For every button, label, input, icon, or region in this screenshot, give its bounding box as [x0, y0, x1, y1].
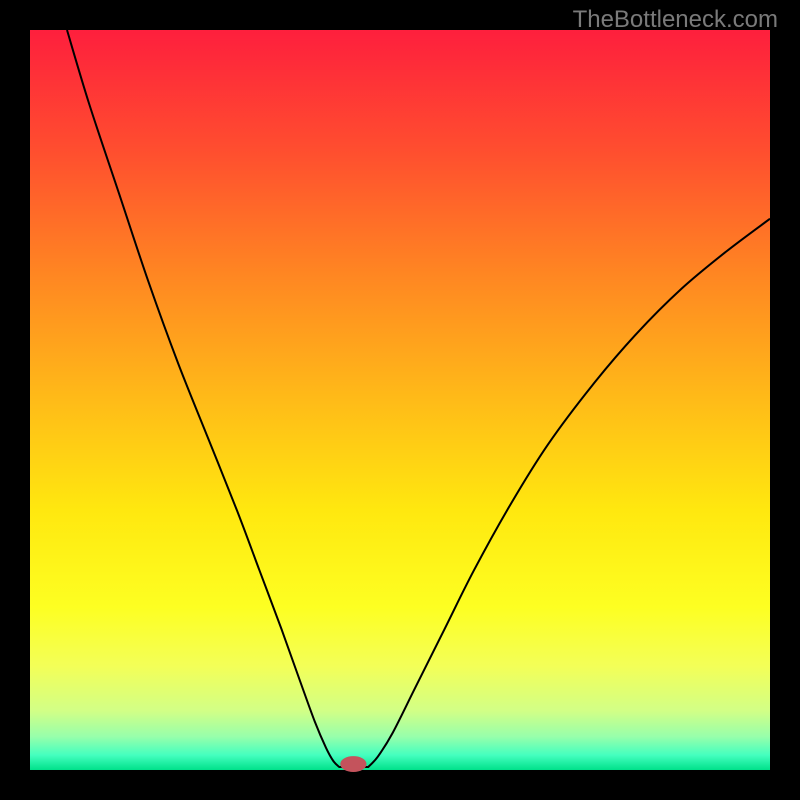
watermark-label: TheBottleneck.com: [573, 6, 778, 34]
optimal-marker: [341, 757, 366, 772]
chart-root: TheBottleneck.com: [0, 0, 800, 800]
plot-background-gradient: [30, 30, 770, 770]
bottleneck-chart: [0, 0, 800, 800]
